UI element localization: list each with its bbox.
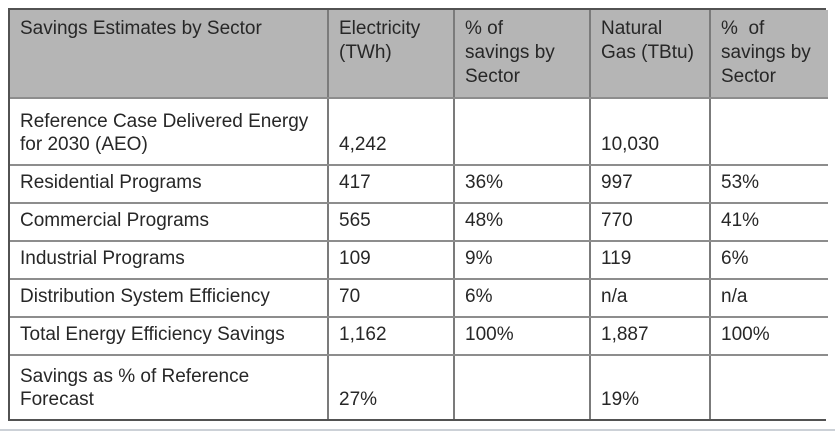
table-row-savings-pct: Savings as % of Reference Forecast 27% 1… xyxy=(10,354,828,419)
table-row-industrial: Industrial Programs 109 9% 119 6% xyxy=(10,240,828,280)
header-cell-electricity-pct: % of savings by Sector xyxy=(453,10,591,99)
table-row-commercial: Commercial Programs 565 48% 770 41% xyxy=(10,202,828,242)
value-cell: 6% xyxy=(453,278,591,318)
row-label-cell: Savings as % of Reference Forecast xyxy=(10,354,329,419)
header-cell-sector: Savings Estimates by Sector xyxy=(10,10,329,99)
value-cell: 4,242 xyxy=(327,97,455,166)
value-cell: 53% xyxy=(709,164,828,204)
value-cell: 10,030 xyxy=(589,97,711,166)
value-cell: 109 xyxy=(327,240,455,280)
value-cell: 27% xyxy=(327,354,455,419)
value-cell: 48% xyxy=(453,202,591,242)
table-row-reference-case: Reference Case Delivered Energy for 2030… xyxy=(10,97,828,166)
value-cell: 9% xyxy=(453,240,591,280)
value-cell: 36% xyxy=(453,164,591,204)
value-cell xyxy=(453,97,591,166)
value-cell: 770 xyxy=(589,202,711,242)
header-cell-natural-gas: Natural Gas (TBtu) xyxy=(589,10,711,99)
value-cell: n/a xyxy=(709,278,828,318)
savings-table: Savings Estimates by Sector Electricity … xyxy=(10,10,828,419)
value-cell: 70 xyxy=(327,278,455,318)
header-cell-electricity: Electricity (TWh) xyxy=(327,10,455,99)
value-cell: 100% xyxy=(709,316,828,356)
value-cell: 100% xyxy=(453,316,591,356)
value-cell xyxy=(453,354,591,419)
row-label-cell: Reference Case Delivered Energy for 2030… xyxy=(10,97,329,166)
value-cell: 417 xyxy=(327,164,455,204)
row-label-cell: Industrial Programs xyxy=(10,240,329,280)
savings-estimates-table: Savings Estimates by Sector Electricity … xyxy=(8,8,828,421)
header-cell-gas-pct: % of savings by Sector xyxy=(709,10,828,99)
row-label-cell: Commercial Programs xyxy=(10,202,329,242)
value-cell xyxy=(709,354,828,419)
value-cell xyxy=(709,97,828,166)
value-cell: 119 xyxy=(589,240,711,280)
table-row-total: Total Energy Efficiency Savings 1,162 10… xyxy=(10,316,828,356)
value-cell: 1,162 xyxy=(327,316,455,356)
value-cell: n/a xyxy=(589,278,711,318)
value-cell: 6% xyxy=(709,240,828,280)
table-row-residential: Residential Programs 417 36% 997 53% xyxy=(10,164,828,204)
page-bottom-divider xyxy=(0,429,835,431)
table-row-distribution: Distribution System Efficiency 70 6% n/a… xyxy=(10,278,828,318)
row-label-cell: Distribution System Efficiency xyxy=(10,278,329,318)
value-cell: 1,887 xyxy=(589,316,711,356)
value-cell: 41% xyxy=(709,202,828,242)
table-header-row: Savings Estimates by Sector Electricity … xyxy=(10,10,828,99)
value-cell: 565 xyxy=(327,202,455,242)
value-cell: 997 xyxy=(589,164,711,204)
row-label-cell: Total Energy Efficiency Savings xyxy=(10,316,329,356)
row-label-cell: Residential Programs xyxy=(10,164,329,204)
value-cell: 19% xyxy=(589,354,711,419)
